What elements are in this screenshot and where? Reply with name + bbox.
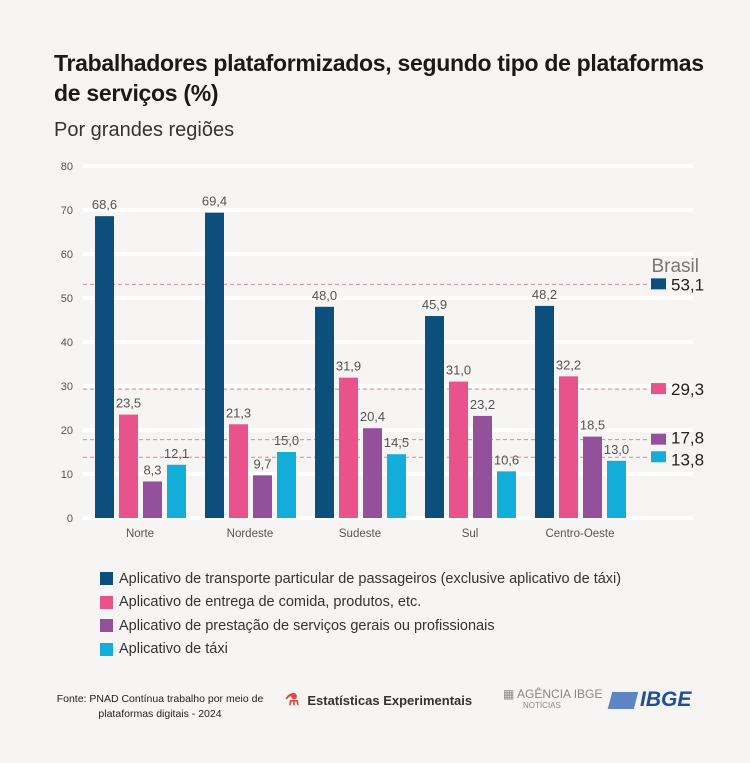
ibge-label: IBGE [640, 688, 692, 711]
data-label: 12,1 [164, 446, 189, 461]
data-label: 32,2 [556, 357, 581, 372]
x-category-label: Centro-Oeste [545, 528, 614, 540]
bar [473, 415, 492, 518]
ibge-emblem-icon [607, 691, 639, 709]
bar [229, 424, 248, 518]
y-tick-label: 70 [61, 205, 73, 217]
bar [205, 212, 224, 518]
legend-label: Aplicativo de prestação de serviços gera… [119, 617, 495, 634]
data-label: 13,0 [604, 442, 629, 457]
data-label: 23,2 [470, 397, 495, 412]
legend-label: Aplicativo de táxi [119, 641, 228, 658]
data-label: 48,0 [312, 288, 337, 303]
bar [449, 381, 468, 518]
data-label: 31,9 [336, 359, 361, 374]
agencia-label: AGÊNCIA IBGE [517, 687, 603, 701]
data-label: 9,7 [253, 456, 271, 471]
legend-item: Aplicativo de transporte particular de p… [100, 567, 621, 591]
bar [425, 316, 444, 518]
data-label: 48,2 [532, 287, 557, 302]
x-category-label: Norte [126, 528, 154, 540]
legend-swatch [100, 595, 113, 609]
bar [559, 376, 578, 518]
x-category-label: Sudeste [339, 528, 381, 540]
y-tick-label: 10 [61, 469, 73, 481]
data-label: 68,6 [92, 197, 117, 212]
brasil-swatch [651, 451, 666, 463]
bar [363, 428, 382, 518]
agencia-sub: NOTÍCIAS [523, 701, 561, 710]
bar [167, 464, 186, 518]
flask-icon: ⚗ [285, 692, 300, 709]
x-category-label: Nordeste [227, 528, 274, 540]
bar [253, 475, 272, 518]
bar [277, 452, 296, 518]
legend-label: Aplicativo de entrega de comida, produto… [119, 594, 422, 611]
bar [497, 471, 516, 518]
bar [607, 460, 626, 518]
data-label: 31,0 [446, 363, 471, 378]
brasil-value-label: 53,1 [671, 275, 704, 294]
data-label: 18,5 [580, 418, 605, 433]
data-label: 20,4 [360, 409, 385, 424]
data-label: 15,0 [274, 433, 299, 448]
y-tick-label: 20 [61, 425, 73, 437]
brasil-title: Brasil [651, 256, 699, 277]
data-label: 14,5 [384, 435, 409, 450]
bar [339, 377, 358, 518]
bar [387, 454, 406, 518]
chart-title: Trabalhadores plataformizados, segundo t… [54, 50, 704, 106]
bar [315, 306, 334, 518]
legend: Aplicativo de transporte particular de p… [100, 567, 621, 661]
legend-swatch [100, 619, 113, 633]
bar [583, 436, 602, 518]
agencia-ibge-logo: ▦ AGÊNCIA IBGE NOTÍCIAS [503, 687, 603, 711]
brasil-value-label: 17,8 [671, 429, 704, 448]
experimental-label: Estatísticas Experimentais [307, 692, 473, 708]
y-tick-label: 80 [61, 161, 73, 173]
y-tick-label: 50 [61, 293, 73, 305]
y-tick-label: 60 [61, 249, 73, 261]
data-label: 8,3 [143, 462, 161, 477]
brasil-value-label: 13,8 [671, 450, 704, 469]
bar [95, 216, 114, 518]
data-label: 10,6 [494, 452, 519, 467]
brasil-swatch [651, 383, 666, 395]
x-category-label: Sul [462, 528, 479, 540]
y-tick-label: 0 [67, 513, 73, 525]
bar [119, 414, 138, 518]
y-tick-label: 30 [61, 381, 73, 393]
legend-item: Aplicativo de entrega de comida, produto… [100, 591, 621, 615]
legend-label: Aplicativo de transporte particular de p… [119, 570, 622, 587]
map-icon: ▦ [503, 687, 518, 701]
experimental-stats-logo: ⚗ Estatísticas Experimentais [285, 690, 472, 710]
data-label: 23,5 [116, 396, 141, 411]
chart-subtitle: Por grandes regiões [54, 119, 235, 141]
bar [535, 305, 554, 518]
legend-swatch [100, 642, 113, 656]
brasil-value-label: 29,3 [671, 380, 704, 399]
bar [143, 481, 162, 518]
brasil-swatch [651, 278, 666, 290]
y-tick-label: 40 [61, 337, 73, 349]
legend-item: Aplicativo de táxi [100, 638, 621, 662]
source-note: Fonte: PNAD Contínua trabalho por meio d… [56, 693, 264, 720]
ibge-logo: IBGE [607, 688, 692, 712]
legend-swatch [100, 572, 113, 586]
legend-item: Aplicativo de prestação de serviços gera… [100, 614, 621, 638]
data-label: 45,9 [422, 297, 447, 312]
data-label: 21,3 [226, 405, 251, 420]
data-label: 69,4 [202, 194, 227, 209]
brasil-swatch [651, 433, 666, 445]
